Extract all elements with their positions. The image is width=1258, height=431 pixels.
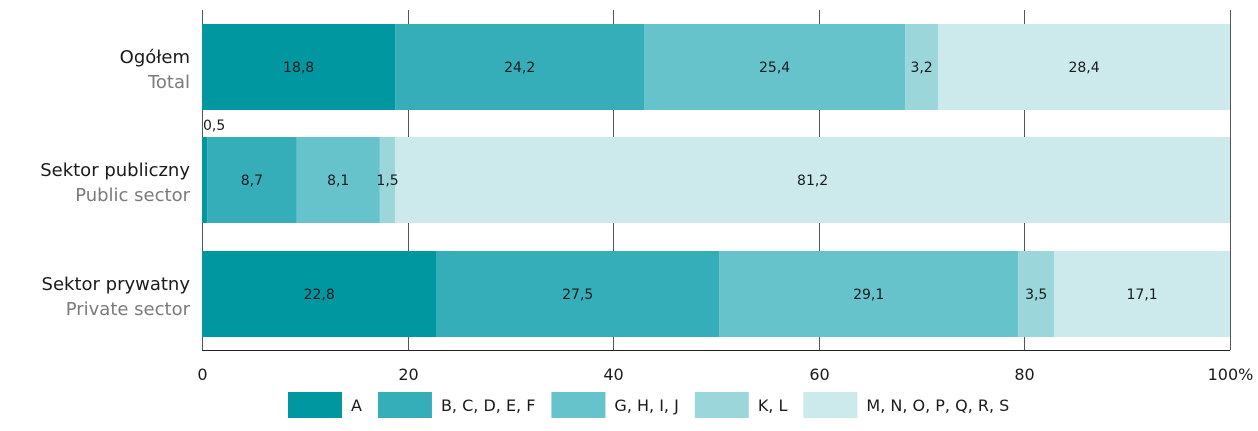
legend-swatch	[551, 392, 606, 418]
data-label: 0,5	[203, 118, 225, 134]
category-label: Sektor prywatny	[42, 274, 191, 295]
data-label: 22,8	[304, 287, 335, 303]
data-label: 27,5	[562, 287, 593, 303]
data-label: 24,2	[504, 60, 535, 76]
legend-item: B, C, D, E, F	[377, 392, 535, 418]
legend-label: G, H, I, J	[614, 396, 678, 415]
legend-item: A	[288, 392, 362, 418]
category-label-en: Total	[147, 72, 190, 93]
data-label: 3,2	[910, 60, 932, 76]
data-label: 81,2	[797, 173, 828, 189]
data-label: 8,1	[327, 173, 349, 189]
bar-segment	[395, 24, 645, 110]
bar-segment	[644, 24, 906, 110]
category-label-en: Public sector	[75, 185, 190, 206]
legend-swatch	[694, 392, 749, 418]
data-label: 25,4	[759, 60, 790, 76]
legend-swatch	[377, 392, 432, 418]
data-label: 17,1	[1127, 287, 1158, 303]
bar-segment	[1018, 251, 1055, 337]
bar-segment	[436, 251, 720, 337]
bar-segment	[1054, 251, 1230, 337]
bar-segment	[395, 137, 1230, 223]
legend-item: M, N, O, P, Q, R, S	[803, 392, 1009, 418]
x-tick-label: 100%	[1208, 365, 1254, 384]
legend-swatch	[288, 392, 342, 418]
category-label-en: Private sector	[66, 299, 191, 320]
category-label: Ogółem	[120, 47, 190, 68]
legend-label: M, N, O, P, Q, R, S	[866, 396, 1009, 415]
data-label: 8,7	[241, 173, 263, 189]
legend-label: K, L	[758, 396, 788, 415]
legend-item: K, L	[694, 392, 788, 418]
bar-segment	[202, 24, 396, 110]
data-label: 29,1	[853, 287, 884, 303]
bar-segment	[202, 137, 208, 223]
bar-segment	[202, 251, 437, 337]
x-tick-label: 0	[197, 365, 207, 384]
data-label: 18,8	[283, 60, 314, 76]
legend-swatch	[803, 392, 858, 418]
x-tick-label: 40	[603, 365, 623, 384]
legend-item: G, H, I, J	[551, 392, 679, 418]
data-label: 28,4	[1068, 60, 1099, 76]
legend-label: B, C, D, E, F	[441, 396, 535, 415]
x-tick-label: 20	[398, 365, 418, 384]
x-tick-label: 80	[1014, 365, 1034, 384]
x-tick-label: 60	[809, 365, 829, 384]
category-label: Sektor publiczny	[40, 160, 190, 181]
bar-segment	[905, 24, 939, 110]
bar-segment	[207, 137, 297, 223]
bar-segment	[719, 251, 1019, 337]
bar-segment	[379, 137, 396, 223]
bar-segment	[296, 137, 380, 223]
data-label: 1,5	[376, 173, 398, 189]
legend-label: A	[351, 396, 362, 415]
bar-segment	[938, 24, 1230, 110]
data-label: 3,5	[1025, 287, 1047, 303]
